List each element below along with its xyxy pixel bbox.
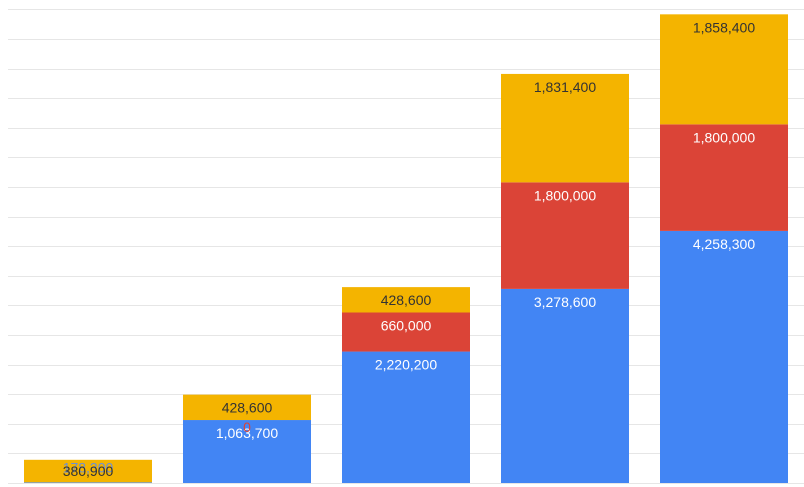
bar-segment: [501, 288, 629, 483]
bar-segment: [183, 420, 311, 483]
data-label: 1,800,000: [693, 129, 755, 145]
data-label: 0: [243, 419, 251, 435]
bar-segment: [501, 73, 629, 183]
bar-segment: [183, 394, 311, 421]
data-label: 4,258,300: [693, 236, 755, 252]
bar-segment: [24, 482, 152, 483]
data-label: 1,800,000: [534, 187, 596, 203]
bars: [24, 14, 788, 483]
bar-segment: [501, 182, 629, 289]
data-label: 380,900: [63, 463, 114, 479]
bar-segment: [24, 459, 152, 483]
data-label: 178,300: [63, 459, 114, 475]
bar-segment: [660, 124, 788, 231]
bar-segment: [660, 230, 788, 483]
bar-segment: [342, 312, 470, 352]
bar-segment: [342, 351, 470, 483]
data-label: 1,858,400: [693, 19, 755, 35]
data-label: 660,000: [381, 317, 432, 333]
bar-segment: [660, 14, 788, 125]
data-label: 1,831,400: [534, 79, 596, 95]
data-label: 428,600: [381, 292, 432, 308]
data-label: 428,600: [222, 400, 273, 416]
data-label: 2,220,200: [375, 357, 437, 373]
data-label: 1,063,700: [216, 425, 278, 441]
data-label: 3,278,600: [534, 294, 596, 310]
bar-segment: [342, 287, 470, 313]
